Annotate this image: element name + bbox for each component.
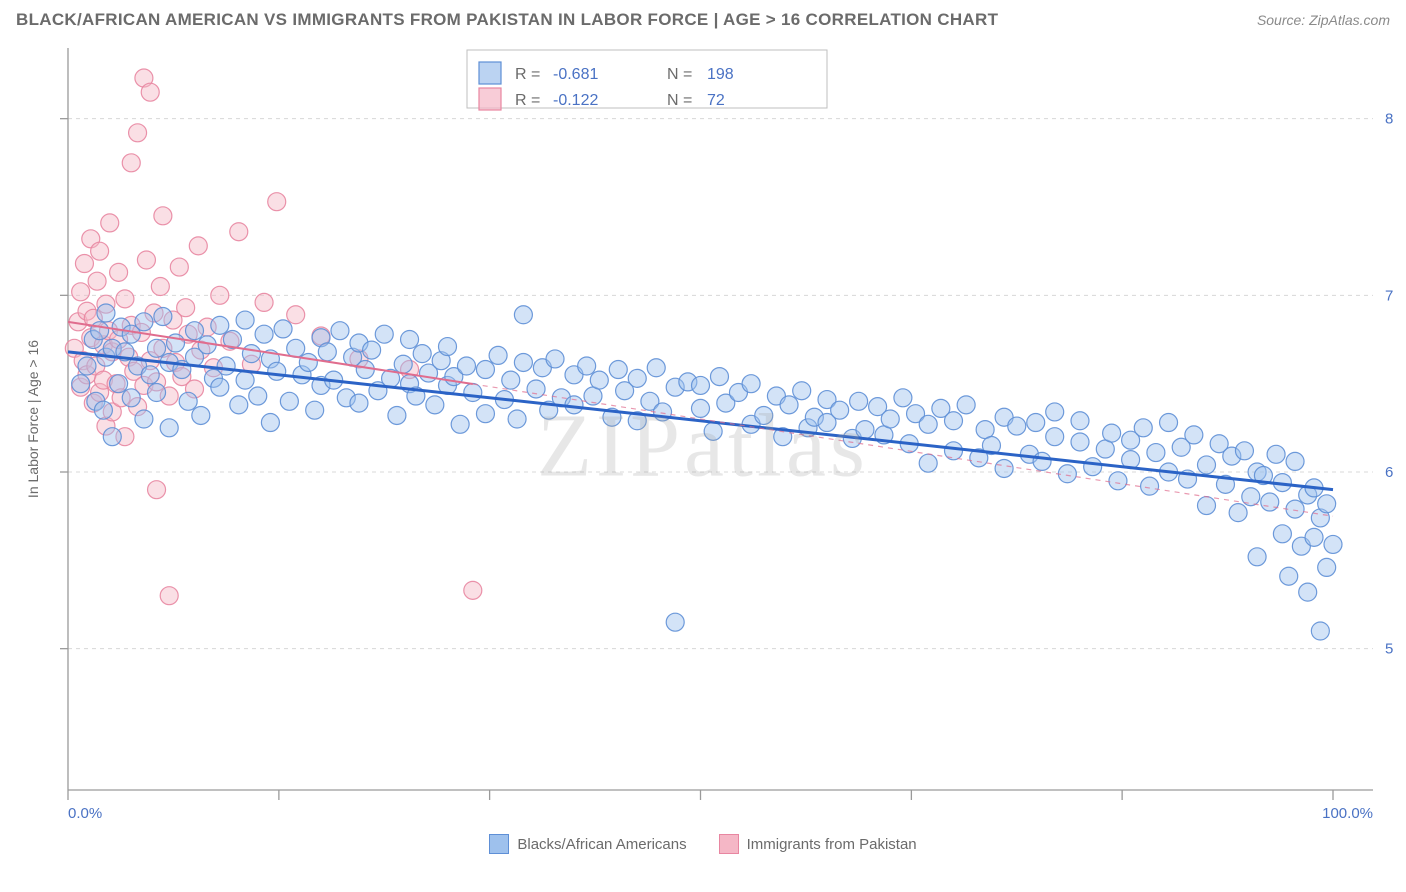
svg-text:-0.681: -0.681 <box>553 66 598 83</box>
svg-text:60.0%: 60.0% <box>1385 464 1393 481</box>
svg-text:R =: R = <box>515 92 540 109</box>
legend-swatch-blue <box>489 834 509 854</box>
legend-label-blue: Blacks/African Americans <box>517 836 686 853</box>
svg-text:-0.122: -0.122 <box>553 92 598 109</box>
legend-label-pink: Immigrants from Pakistan <box>747 836 917 853</box>
bottom-legend: Blacks/African Americans Immigrants from… <box>0 830 1406 854</box>
chart-header: BLACK/AFRICAN AMERICAN VS IMMIGRANTS FRO… <box>0 0 1406 30</box>
svg-text:70.0%: 70.0% <box>1385 287 1393 304</box>
svg-text:80.0%: 80.0% <box>1385 111 1393 128</box>
svg-text:N =: N = <box>667 66 692 83</box>
svg-text:N =: N = <box>667 92 692 109</box>
svg-text:50.0%: 50.0% <box>1385 641 1393 658</box>
scatter-chart: 50.0% 60.0% 70.0% 80.0% 0.0% 100.0% In Labor F… <box>13 30 1393 830</box>
svg-text:0.0%: 0.0% <box>68 805 102 822</box>
legend-swatch-pink <box>719 834 739 854</box>
legend-item-pink: Immigrants from Pakistan <box>719 834 917 854</box>
svg-text:R =: R = <box>515 66 540 83</box>
svg-text:72: 72 <box>707 92 725 109</box>
svg-text:198: 198 <box>707 66 734 83</box>
source-label: Source: ZipAtlas.com <box>1257 12 1390 28</box>
svg-text:In Labor Force | Age > 16: In Labor Force | Age > 16 <box>25 340 41 498</box>
legend-item-blue: Blacks/African Americans <box>489 834 686 854</box>
chart-title: BLACK/AFRICAN AMERICAN VS IMMIGRANTS FRO… <box>16 10 998 30</box>
svg-text:100.0%: 100.0% <box>1322 805 1373 822</box>
